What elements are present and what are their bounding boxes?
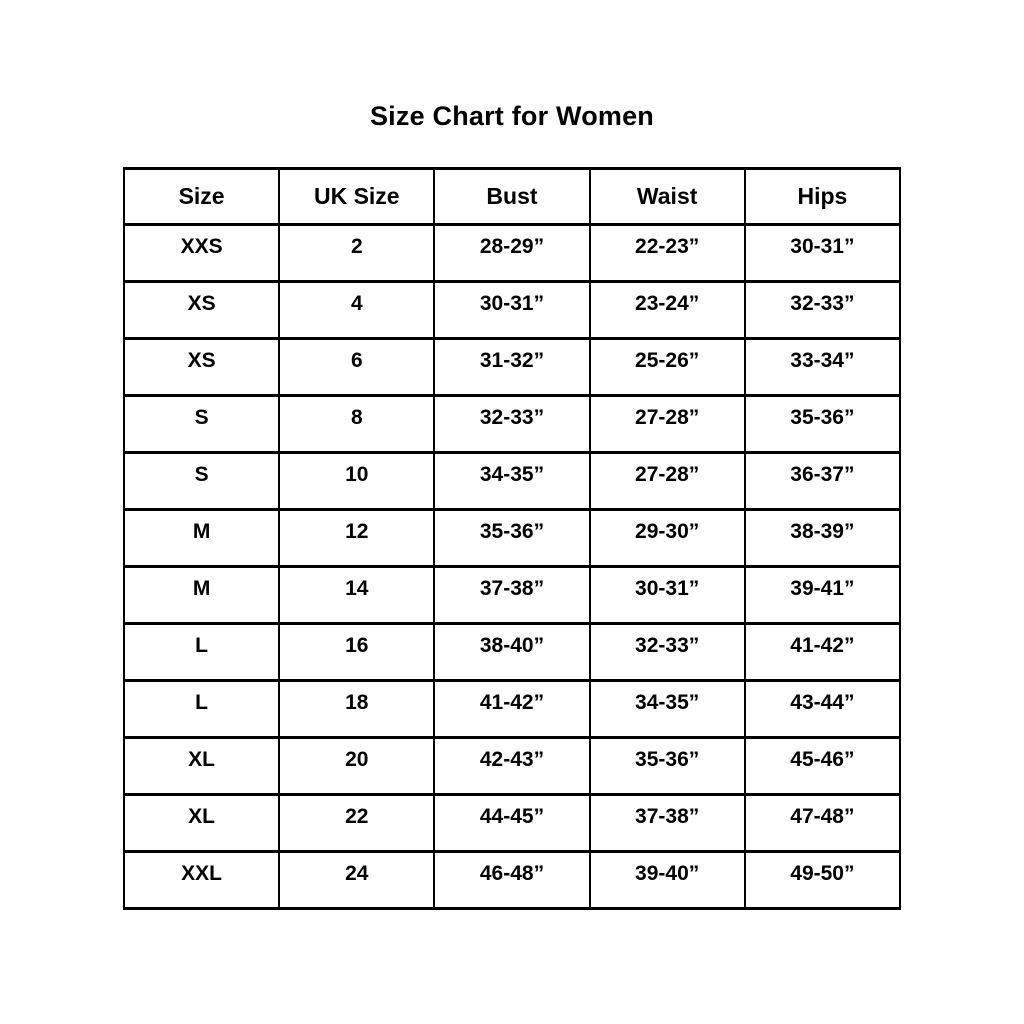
table-cell: 37-38” [433, 565, 591, 625]
table-cell: 12 [278, 508, 436, 568]
table-cell: XXL [122, 850, 281, 910]
table-cell: 32-33” [743, 280, 902, 340]
table-cell: 44-45” [433, 793, 591, 853]
table-cell: 27-28” [588, 394, 746, 454]
table-row: L 16 38-40” 32-33” 41-42” [122, 622, 902, 682]
table-cell: 18 [278, 679, 436, 739]
table-cell: 39-41” [743, 565, 902, 625]
table-cell: 32-33” [433, 394, 591, 454]
table-row: XXL 24 46-48” 39-40” 49-50” [122, 850, 902, 910]
table-cell: 45-46” [743, 736, 902, 796]
table-cell: 35-36” [743, 394, 902, 454]
table-cell: 30-31” [743, 223, 902, 283]
table-cell: 6 [278, 337, 436, 397]
column-header: Size [122, 167, 281, 226]
table-cell: M [122, 508, 281, 568]
table-cell: 38-39” [743, 508, 902, 568]
table-cell: L [122, 679, 281, 739]
table-cell: 36-37” [743, 451, 902, 511]
table-cell: 49-50” [743, 850, 902, 910]
table-cell: 43-44” [743, 679, 902, 739]
table-row: XL 22 44-45” 37-38” 47-48” [122, 793, 902, 853]
table-cell: 41-42” [433, 679, 591, 739]
table-cell: 42-43” [433, 736, 591, 796]
column-header: Waist [588, 167, 746, 226]
table-cell: 31-32” [433, 337, 591, 397]
table-cell: XXS [122, 223, 281, 283]
table-row: L 18 41-42” 34-35” 43-44” [122, 679, 902, 739]
table-cell: 35-36” [433, 508, 591, 568]
table-cell: S [122, 451, 281, 511]
size-table-head: Size UK Size Bust Waist Hips [122, 167, 902, 226]
table-cell: 35-36” [588, 736, 746, 796]
table-cell: 22 [278, 793, 436, 853]
column-header: UK Size [278, 167, 436, 226]
page-title: Size Chart for Women [369, 101, 655, 131]
table-row: S 10 34-35” 27-28” 36-37” [122, 451, 902, 511]
table-cell: 32-33” [588, 622, 746, 682]
table-cell: 10 [278, 451, 436, 511]
table-cell: 27-28” [588, 451, 746, 511]
table-cell: 25-26” [588, 337, 746, 397]
table-cell: 20 [278, 736, 436, 796]
table-cell: 16 [278, 622, 436, 682]
table-cell: XS [122, 280, 281, 340]
table-row: XS 4 30-31” 23-24” 32-33” [122, 280, 902, 340]
table-cell: XS [122, 337, 281, 397]
table-cell: 4 [278, 280, 436, 340]
table-cell: 46-48” [433, 850, 591, 910]
table-cell: S [122, 394, 281, 454]
table-cell: 23-24” [588, 280, 746, 340]
column-header: Hips [743, 167, 902, 226]
table-cell: 8 [278, 394, 436, 454]
table-cell: 30-31” [433, 280, 591, 340]
table-row: M 14 37-38” 30-31” 39-41” [122, 565, 902, 625]
table-cell: 14 [278, 565, 436, 625]
table-cell: 24 [278, 850, 436, 910]
table-cell: 33-34” [743, 337, 902, 397]
table-cell: 37-38” [588, 793, 746, 853]
table-cell: XL [122, 793, 281, 853]
table-cell: 34-35” [433, 451, 591, 511]
table-row: XL 20 42-43” 35-36” 45-46” [122, 736, 902, 796]
header-row: Size UK Size Bust Waist Hips [122, 167, 902, 226]
table-cell: 47-48” [743, 793, 902, 853]
table-cell: 39-40” [588, 850, 746, 910]
table-cell: XL [122, 736, 281, 796]
table-cell: 22-23” [588, 223, 746, 283]
column-header: Bust [433, 167, 591, 226]
table-cell: 2 [278, 223, 436, 283]
table-cell: 34-35” [588, 679, 746, 739]
table-row: XS 6 31-32” 25-26” 33-34” [122, 337, 902, 397]
table-cell: 29-30” [588, 508, 746, 568]
size-table-body: XXS 2 28-29” 22-23” 30-31” XS 4 30-31” 23-24” 32-… [122, 223, 902, 910]
table-cell: 41-42” [743, 622, 902, 682]
table-cell: 28-29” [433, 223, 591, 283]
table-cell: 38-40” [433, 622, 591, 682]
size-chart-table: Size UK Size Bust Waist Hips XXS 2 28-29” 22-23… [122, 167, 902, 910]
table-row: XXS 2 28-29” 22-23” 30-31” [122, 223, 902, 283]
table-row: S 8 32-33” 27-28” 35-36” [122, 394, 902, 454]
table-cell: 30-31” [588, 565, 746, 625]
table-row: M 12 35-36” 29-30” 38-39” [122, 508, 902, 568]
table-cell: L [122, 622, 281, 682]
table-cell: M [122, 565, 281, 625]
